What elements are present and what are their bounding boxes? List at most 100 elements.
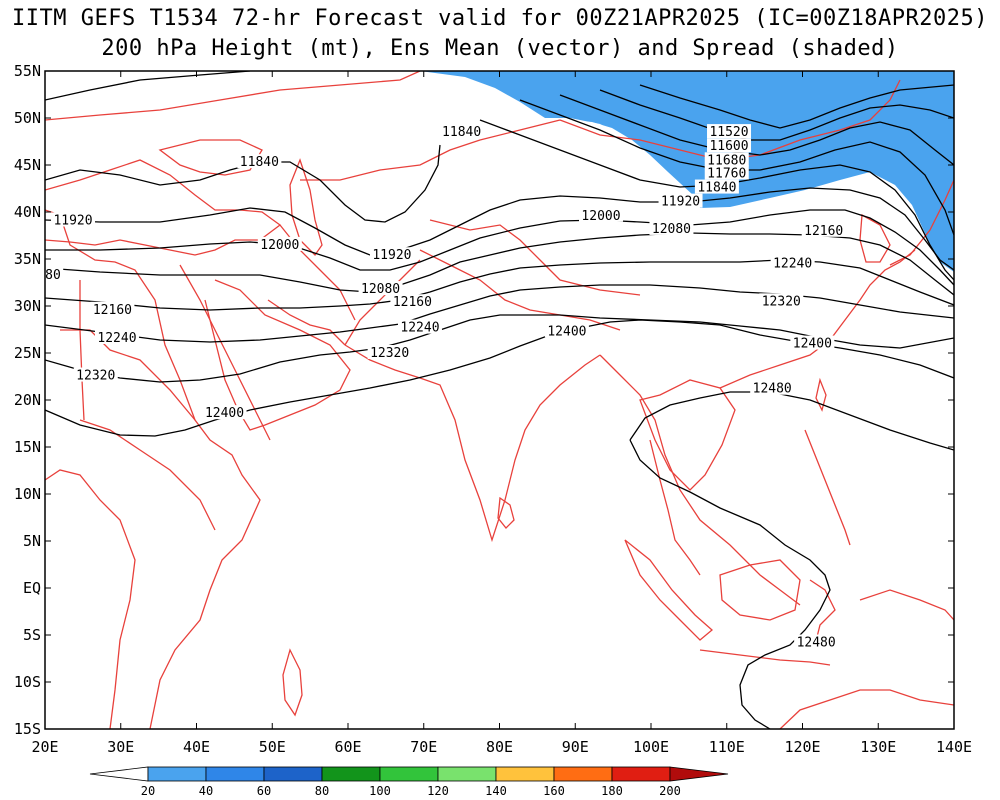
lat-label: 15N (14, 438, 41, 456)
contour-label-bg (73, 367, 118, 382)
contour-11680 (559, 94, 954, 166)
boundary-china-west (429, 219, 641, 296)
contour-label-bg (358, 281, 403, 296)
lon-label: 140E (936, 738, 972, 756)
colorbar-label: 200 (659, 784, 681, 798)
boundary-africa-central (79, 419, 216, 531)
contour-label-bg (658, 193, 703, 208)
contour-label-bg (750, 380, 795, 395)
contour-label-bg (794, 634, 839, 649)
coast-red-sea (179, 264, 271, 441)
contour-label: 11920 (372, 248, 411, 263)
contour-label: 12320 (370, 346, 409, 361)
boundary-west-border (79, 280, 85, 421)
contour-label: 11600 (709, 139, 748, 154)
contour-11600 (599, 89, 954, 141)
contour-labels: 1152011600116801176011840118401184011920… (45, 124, 846, 651)
lat-label: 45N (14, 156, 41, 174)
lon-label: 50E (259, 738, 286, 756)
colorbar-cell (263, 766, 323, 782)
contour-label: 12160 (393, 295, 432, 310)
lon-label: 30E (107, 738, 134, 756)
height-contours (45, 71, 954, 729)
coast-africa-west (45, 469, 136, 729)
colorbar-cell (553, 766, 613, 782)
contour-label-bg (707, 124, 752, 139)
lat-label: 25N (14, 344, 41, 362)
title-line2: 200 hPa Height (mt), Ens Mean (vector) a… (101, 36, 899, 61)
axis-labels: 55N 50N 45N 40N 35N 30N 25N 20N 15N 10N 5N EQ 5S 10S 1… (14, 62, 972, 756)
contour-label-bg (397, 319, 442, 334)
contour-label-bg (94, 329, 139, 344)
contour-label: 12080 (652, 222, 691, 237)
boundary-russia (45, 71, 421, 121)
coast-southeast-asia (599, 354, 801, 606)
lat-label: 55N (14, 62, 41, 80)
colorbar-cell (379, 766, 439, 782)
contour-11520 (639, 84, 954, 129)
lon-label: 110E (709, 738, 745, 756)
lon-label: 60E (334, 738, 361, 756)
contour-11840-trough (45, 144, 441, 223)
lon-label: 90E (562, 738, 589, 756)
coast-mediterranean (45, 159, 282, 256)
contour-label-bg (237, 154, 282, 169)
coast-persian-gulf (267, 299, 346, 346)
lat-label: 35N (14, 250, 41, 268)
colorbar-label: 80 (315, 784, 329, 798)
contour-label: 11840 (697, 181, 736, 196)
lat-label: 10N (14, 485, 41, 503)
colorbar-label: 20 (141, 784, 155, 798)
contour-label-bg (801, 222, 846, 237)
contour-label: 11920 (53, 213, 92, 228)
contour-label: 12480 (753, 382, 792, 397)
coast-black-sea (158, 139, 263, 176)
contour-label: 12240 (97, 331, 136, 346)
coast-arabia (204, 279, 351, 431)
colorbar-cell (205, 766, 265, 782)
contour-12480-north (629, 391, 954, 451)
contour-12000 (45, 209, 954, 286)
contour-label: 12000 (260, 238, 299, 253)
contour-label-bg (770, 255, 815, 270)
boundary-himalaya (419, 249, 621, 331)
contour-label-bg (51, 212, 96, 227)
boundary-pakistan (344, 259, 421, 346)
contour-label: 12000 (581, 209, 620, 224)
contour-12160 (45, 259, 954, 311)
coast-caspian (289, 158, 323, 257)
spread-shading (420, 71, 954, 272)
contour-label-bg (579, 207, 624, 222)
coast-sri-lanka (497, 496, 515, 529)
lon-label: 20E (31, 738, 58, 756)
coast-korea (859, 213, 891, 263)
spread-gap (545, 118, 680, 190)
contour-label-bg (202, 405, 247, 420)
colorbar-cell (437, 766, 497, 782)
contour-label: 11840 (442, 125, 481, 140)
contour-label-bg (390, 294, 435, 309)
boundary-central-asia (300, 119, 561, 181)
contour-label-bg (45, 266, 64, 281)
colorbar-label: 100 (369, 784, 391, 798)
contour-label: 12240 (773, 257, 812, 272)
lat-label: 5N (23, 532, 41, 550)
contour-12320 (45, 314, 954, 383)
axis-ticks (44, 70, 955, 730)
colorbar-cell (495, 766, 555, 782)
coast-sulawesi (809, 579, 836, 646)
lat-label: 10S (14, 673, 41, 691)
lon-label: 130E (860, 738, 896, 756)
coast-java (699, 649, 831, 666)
lat-label: 5S (23, 626, 41, 644)
coast-australia (779, 689, 954, 729)
contour-label: 11680 (707, 153, 746, 168)
coast-china (719, 249, 916, 389)
contour-11840-west (45, 71, 251, 101)
contour-11920 (45, 187, 954, 271)
contour-12240 (45, 284, 954, 343)
colorbar-label: 160 (543, 784, 565, 798)
contour-label: 11520 (709, 125, 748, 140)
colorbar-cell (611, 766, 671, 782)
